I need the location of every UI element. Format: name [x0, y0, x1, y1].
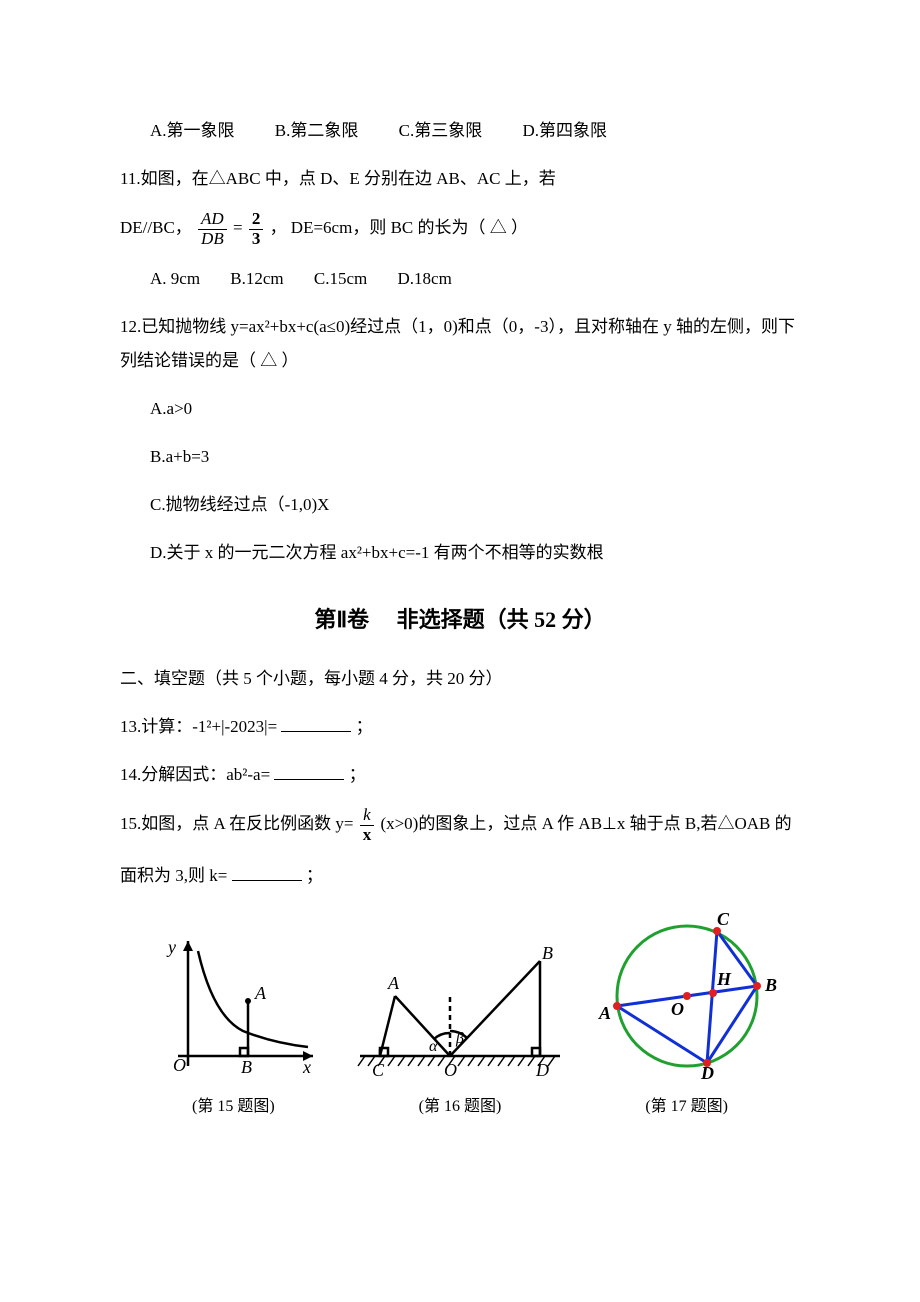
q15-line1: 15.如图，点 A 在反比例函数 y= k x (x>0)的图象上，过点 A 作… [120, 806, 800, 844]
q10-opt-a: A.第一象限 [150, 114, 235, 148]
q15-frac-num: k [360, 806, 375, 826]
q15-pre: 15.如图，点 A 在反比例函数 y= [120, 814, 353, 833]
q15-frac: k x [360, 806, 375, 844]
q11-opt-d: D.18cm [398, 262, 452, 296]
fig15-label-y: y [166, 937, 176, 957]
fig16-label-alpha: α [429, 1038, 438, 1055]
fig17-label-A: A [598, 1003, 611, 1023]
fig17: C B A D O H (第 17 题图) [573, 911, 800, 1123]
q10-options: A.第一象限 B.第二象限 C.第三象限 D.第四象限 [120, 114, 800, 148]
fig16-label-beta: β [455, 1030, 464, 1047]
fill-intro: 二、填空题（共 5 个小题，每小题 4 分，共 20 分） [120, 662, 800, 696]
q14-pre: 14.分解因式：ab²-a= [120, 765, 270, 784]
q15-frac-den: x [360, 826, 375, 845]
fig15-svg: y x O A B [143, 931, 323, 1081]
fig16-caption: (第 16 题图) [347, 1091, 574, 1123]
q11-text-a: DE//BC， [120, 218, 192, 237]
fig16-label-C: C [372, 1060, 385, 1080]
fig15-caption: (第 15 题图) [120, 1091, 347, 1123]
exam-page: A.第一象限 B.第二象限 C.第三象限 D.第四象限 11.如图，在△ABC … [0, 0, 920, 1183]
fig15-label-O: O [173, 1055, 186, 1075]
q11-eq: = [233, 218, 247, 237]
fig16-svg: A B C O D α β [350, 931, 570, 1081]
q14-blank [274, 762, 344, 780]
q11-stem-line2: DE//BC， AD DB = 2 3 ， DE=6cm，则 BC 的长为（ △… [120, 210, 800, 248]
q11-frac1-num: AD [198, 210, 227, 230]
fig17-label-D: D [700, 1063, 714, 1081]
q11-text-b: ， DE=6cm，则 BC 的长为（ △ ） [270, 218, 528, 237]
fig17-caption: (第 17 题图) [573, 1091, 800, 1123]
q15-post: ； [306, 866, 323, 885]
fig16-label-O: O [444, 1060, 457, 1080]
section2-title: 第Ⅱ卷 非选择题（共 52 分） [120, 598, 800, 642]
fig17-svg: C B A D O H [587, 911, 787, 1081]
q12-stem: 12.已知抛物线 y=ax²+bx+c(a≤0)经过点（1，0)和点（0，-3）… [120, 310, 800, 378]
q13-pre: 13.计算：-1²+|-2023|= [120, 717, 277, 736]
q11-frac1-den: DB [198, 230, 227, 249]
fig15: y x O A B (第 15 题图) [120, 931, 347, 1123]
q15-line2-text: 面积为 3,则 k= [120, 866, 227, 885]
fig15-label-A: A [254, 983, 267, 1003]
fig16-label-D: D [535, 1060, 549, 1080]
q12-opt-d: D.关于 x 的一元二次方程 ax²+bx+c=-1 有两个不相等的实数根 [120, 536, 800, 570]
q14-post: ； [349, 765, 366, 784]
q11-frac2-num: 2 [249, 210, 264, 230]
q10-opt-b: B.第二象限 [275, 114, 359, 148]
fig16: A B C O D α β (第 16 题图) [347, 931, 574, 1123]
q11-opt-c: C.15cm [314, 262, 367, 296]
q11-frac1: AD DB [198, 210, 227, 248]
q15-blank [232, 863, 302, 881]
fig17-label-B: B [764, 975, 777, 995]
fig17-label-O: O [671, 999, 684, 1019]
q10-opt-c: C.第三象限 [399, 114, 483, 148]
q12-opt-a: A.a>0 [120, 392, 800, 426]
figures-row: y x O A B (第 15 题图) [120, 911, 800, 1123]
fig16-label-A: A [387, 973, 400, 993]
q11-frac2-den: 3 [249, 230, 264, 249]
q11-frac2: 2 3 [249, 210, 264, 248]
q13: 13.计算：-1²+|-2023|= ； [120, 710, 800, 744]
q11-opt-a: A. 9cm [150, 262, 200, 296]
q11-stem-line1: 11.如图，在△ABC 中，点 D、E 分别在边 AB、AC 上，若 [120, 162, 800, 196]
q11-options: A. 9cm B.12cm C.15cm D.18cm [120, 262, 800, 296]
q12-opt-c: C.抛物线经过点（-1,0)X [120, 488, 800, 522]
fig15-label-B: B [241, 1057, 252, 1077]
fig17-label-C: C [717, 911, 730, 929]
q11-opt-b: B.12cm [230, 262, 283, 296]
q10-opt-d: D.第四象限 [522, 114, 607, 148]
q14: 14.分解因式：ab²-a= ； [120, 758, 800, 792]
q13-post: ； [356, 717, 373, 736]
fig15-label-x: x [302, 1057, 311, 1077]
fig16-label-B: B [542, 943, 553, 963]
q15-line2: 面积为 3,则 k= ； [120, 859, 800, 893]
q12-opt-b: B.a+b=3 [120, 440, 800, 474]
q15-mid: (x>0)的图象上，过点 A 作 AB⊥x 轴于点 B,若△OAB 的 [380, 814, 791, 833]
q13-blank [281, 714, 351, 732]
fig17-label-H: H [716, 969, 732, 989]
